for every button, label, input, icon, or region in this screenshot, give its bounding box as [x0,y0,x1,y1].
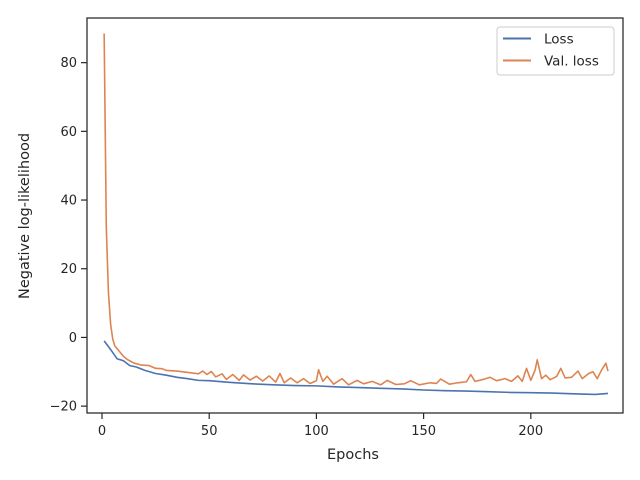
legend-label-loss: Loss [544,32,574,48]
series-line-loss [103,340,609,396]
plot-frame [86,17,624,414]
x-tick-label: 200 [518,424,543,439]
legend: Loss Val. loss [496,26,615,76]
y-tick-label: −20 [50,400,77,415]
x-tick-label: 150 [411,424,436,439]
y-tick-label: 40 [60,194,77,209]
legend-label-val-loss: Val. loss [544,54,599,70]
y-tick-label: 80 [60,56,77,71]
x-tick-label: 50 [201,424,218,439]
y-tick-label: 20 [60,262,77,277]
y-tick-label: 60 [60,125,77,140]
x-tick-label: 100 [304,424,329,439]
y-tick-label: 0 [69,331,77,346]
x-tick-label: 0 [98,424,106,439]
y-axis-label: Negative log-likelihood [17,133,33,299]
x-axis-label: Epochs [327,447,379,463]
axis-ticks: 0 50 100 150 200 −20 0 20 40 60 80 [50,56,544,439]
series-line-val-loss [103,33,609,386]
series-lines [103,33,609,396]
